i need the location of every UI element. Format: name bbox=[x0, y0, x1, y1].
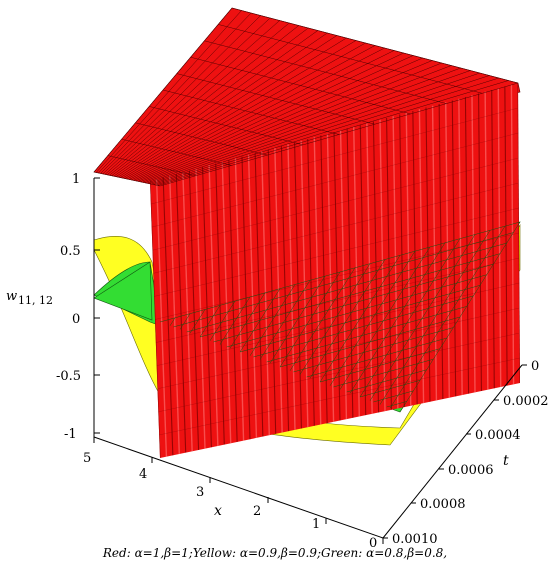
red-surface bbox=[93, 7, 521, 458]
green-mesh-line bbox=[349, 242, 446, 394]
x-axis-label: x bbox=[214, 503, 222, 519]
red-top-mesh-line bbox=[176, 73, 375, 125]
t-tick-label: 0.0008 bbox=[420, 497, 466, 512]
green-mesh-line bbox=[269, 276, 326, 364]
red-top-mesh-line bbox=[135, 122, 268, 156]
green-mesh-line bbox=[289, 267, 356, 371]
t-axis bbox=[382, 364, 527, 539]
red-top-mesh-line bbox=[231, 7, 519, 84]
green-mesh-line bbox=[186, 242, 507, 333]
z-tick-label: 1 bbox=[72, 172, 80, 187]
green-mesh-line bbox=[179, 313, 191, 330]
red-wall-grid-line bbox=[150, 107, 519, 205]
green-mesh-line bbox=[199, 253, 501, 338]
z-tick-label: -0.5 bbox=[56, 369, 81, 384]
green-mesh-line bbox=[159, 221, 521, 323]
green-mesh-line bbox=[173, 232, 514, 328]
t-tick-label: 0 bbox=[531, 359, 539, 374]
green-mesh-line bbox=[339, 246, 431, 390]
z-tick-label: 0 bbox=[72, 312, 80, 327]
z-tick-label: 0.5 bbox=[60, 244, 81, 259]
green-mesh-line bbox=[309, 259, 386, 379]
x-tick-label: 2 bbox=[253, 504, 261, 519]
green-mesh-line bbox=[389, 226, 506, 409]
green-mesh-line bbox=[279, 271, 341, 368]
x-axis bbox=[93, 436, 384, 544]
green-mesh-line bbox=[249, 284, 296, 356]
z-axis bbox=[93, 177, 100, 437]
red-top-mesh-line bbox=[149, 106, 304, 146]
red-top-mesh-line bbox=[190, 56, 411, 115]
green-mesh-line bbox=[226, 274, 487, 348]
x-tick-label: 1 bbox=[312, 517, 320, 532]
green-mesh-line bbox=[359, 380, 421, 398]
z-tick-label: -1 bbox=[64, 427, 77, 442]
red-wall-grid-line bbox=[159, 357, 520, 436]
red-top-mesh-line bbox=[218, 24, 483, 94]
x-tick-label: 5 bbox=[83, 451, 91, 466]
red-top-mesh-line bbox=[93, 171, 161, 187]
red-wall-grid-line bbox=[152, 157, 519, 251]
green-mesh-line bbox=[386, 401, 407, 408]
green-mesh-line bbox=[379, 230, 491, 405]
green-mesh-line bbox=[279, 316, 461, 368]
x-tick-label: 0 bbox=[369, 536, 377, 551]
x-tick-label: 4 bbox=[139, 467, 147, 482]
green-mesh-line bbox=[219, 296, 251, 345]
green-mesh-line bbox=[333, 358, 434, 388]
red-top-mesh-line bbox=[204, 40, 447, 104]
green-mesh-line bbox=[306, 337, 447, 378]
green-mesh-line bbox=[239, 285, 481, 353]
green-mesh-line bbox=[373, 390, 414, 403]
red-top-mesh-line bbox=[162, 89, 340, 135]
green-mesh bbox=[159, 221, 521, 413]
red-wall-grid-line bbox=[154, 232, 520, 320]
green-mesh-line bbox=[189, 309, 206, 334]
green-mesh-line bbox=[213, 263, 494, 343]
green-mesh-line bbox=[359, 238, 461, 398]
red-wall-grid-line bbox=[153, 182, 519, 274]
t-tick-label: 0.0006 bbox=[448, 463, 494, 478]
red-wall-grid-line bbox=[151, 132, 519, 228]
chart-caption: Red: α=1,β=1;Yellow: α=0.9,β=0.9;Green: … bbox=[102, 546, 448, 560]
red-top-mesh bbox=[93, 7, 519, 187]
green-mesh-line bbox=[169, 317, 176, 326]
red-wall-grid-line bbox=[156, 282, 520, 366]
red-wall-grid-line bbox=[158, 332, 520, 413]
red-top-mesh-line bbox=[121, 138, 232, 166]
red-wall-grid-line bbox=[155, 257, 520, 343]
green-mesh-line bbox=[209, 301, 236, 341]
green-mesh-line bbox=[199, 305, 221, 338]
red-wall-grid-line bbox=[157, 307, 520, 389]
green-mesh-line bbox=[346, 369, 427, 393]
green-mesh-line bbox=[259, 280, 311, 360]
red-surface-ridges bbox=[150, 82, 520, 458]
t-axis-label: t bbox=[503, 453, 509, 469]
t-tick-label: 0.0010 bbox=[392, 532, 438, 547]
t-tick-label: 0.0002 bbox=[503, 394, 549, 409]
z-axis-label: w bbox=[6, 289, 17, 304]
green-mesh-line bbox=[369, 234, 476, 401]
green-mesh-line bbox=[329, 251, 416, 386]
green-mesh-line bbox=[293, 327, 454, 373]
green-mesh-line bbox=[319, 348, 441, 383]
t-tick-label: 0.0004 bbox=[475, 428, 521, 443]
x-tick-label: 3 bbox=[196, 485, 204, 500]
green-mesh-line bbox=[229, 292, 266, 349]
green-mesh-line bbox=[253, 295, 474, 358]
green-mesh-line bbox=[299, 263, 371, 375]
red-top-mesh-line bbox=[107, 155, 196, 176]
z-axis-label-subscript: 11, 12 bbox=[18, 294, 53, 307]
green-mesh-line bbox=[266, 306, 467, 363]
red-wall-grid-line bbox=[154, 207, 519, 297]
